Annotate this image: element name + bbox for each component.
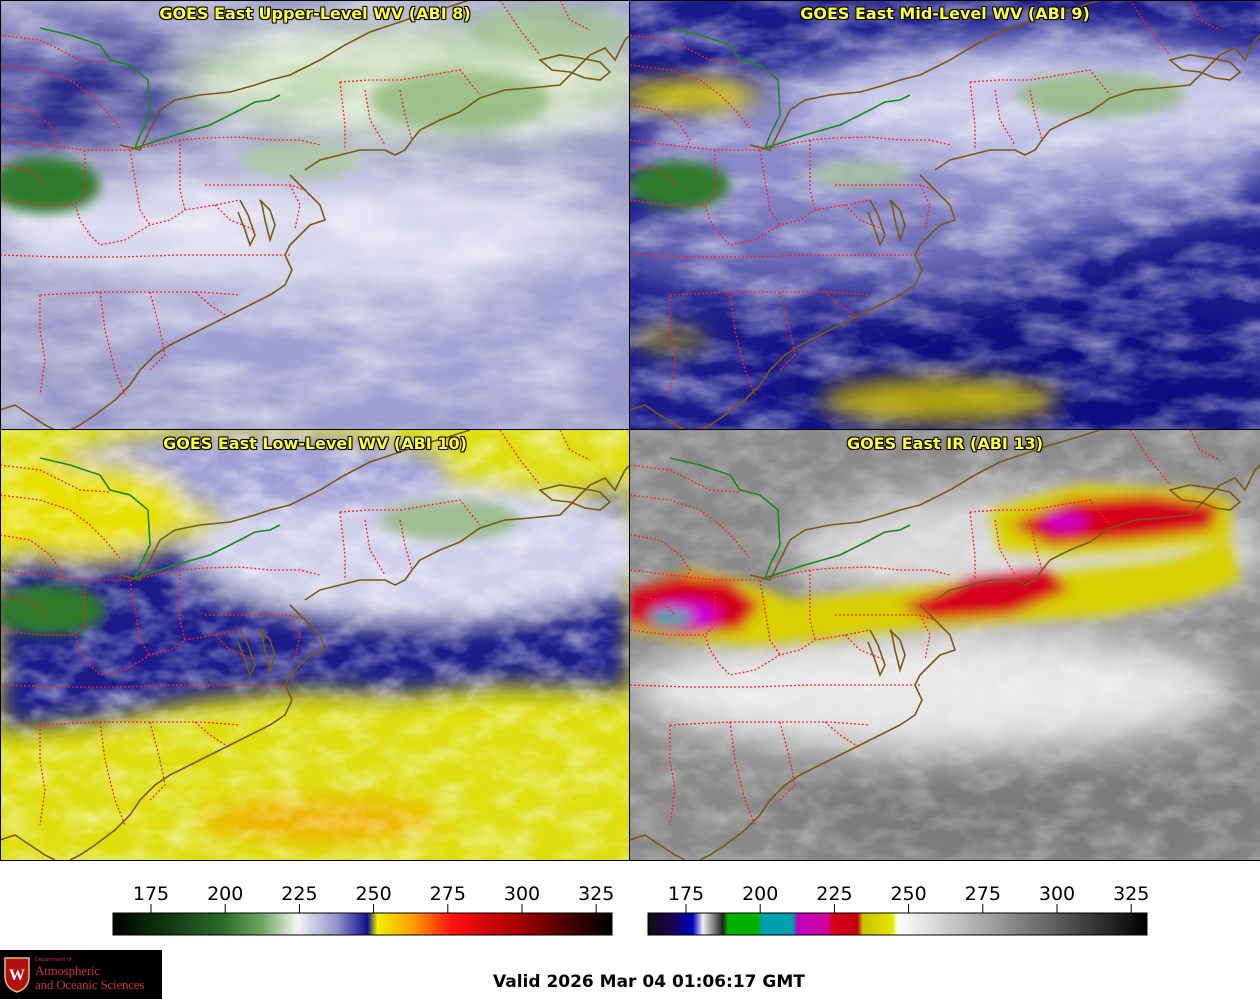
colorbar-tick-label: 325 bbox=[578, 883, 614, 905]
svg-text:W: W bbox=[9, 967, 25, 984]
wv-colorbar-gradient bbox=[112, 912, 613, 936]
valid-time: Valid 2026 Mar 04 01:06:17 GMT bbox=[493, 972, 805, 992]
panel-low-level-wv: GOES East Low-Level WV (ABI 10) bbox=[0, 430, 630, 860]
colorbar-tick-label: 275 bbox=[965, 883, 1001, 905]
colorbar-tick-label: 275 bbox=[430, 883, 466, 905]
aos-logo: W Department of Atmospheric and Oceanic … bbox=[0, 950, 162, 999]
colorbar-tick-label: 250 bbox=[355, 883, 391, 905]
logo-line-3: and Oceanic Sciences bbox=[35, 977, 145, 992]
panel-title: GOES East Mid-Level WV (ABI 9) bbox=[800, 4, 1090, 23]
logo-line-2: Atmospheric bbox=[35, 963, 100, 978]
panel-title: GOES East IR (ABI 13) bbox=[846, 434, 1044, 453]
colorbar-tick-label: 175 bbox=[133, 883, 169, 905]
ir-image bbox=[630, 430, 1260, 860]
ir-colorbar-gradient bbox=[647, 912, 1148, 936]
panel-divider-vertical bbox=[629, 0, 630, 860]
panel-title: GOES East Low-Level WV (ABI 10) bbox=[163, 434, 467, 453]
colorbar-tick-label: 225 bbox=[281, 883, 317, 905]
colorbar-tick-label: 200 bbox=[742, 883, 778, 905]
low-level-wv-image bbox=[0, 430, 630, 860]
uw-crest-icon: W bbox=[4, 957, 30, 993]
panel-mid-level-wv: GOES East Mid-Level WV (ABI 9) bbox=[630, 0, 1260, 430]
colorbar-tick-label: 175 bbox=[668, 883, 704, 905]
ir-colorbar: 175 200 225 250 275 300 325 bbox=[635, 876, 1160, 941]
logo-line-1: Department of bbox=[35, 957, 72, 963]
panel-title: GOES East Upper-Level WV (ABI 8) bbox=[159, 4, 471, 23]
colorbar-tick-label: 225 bbox=[816, 883, 852, 905]
colorbar-tick-label: 300 bbox=[504, 883, 540, 905]
mid-level-wv-image bbox=[630, 0, 1260, 430]
panel-upper-level-wv: GOES East Upper-Level WV (ABI 8) bbox=[0, 0, 630, 430]
colorbar-tick-label: 300 bbox=[1039, 883, 1075, 905]
panel-divider-horizontal bbox=[0, 429, 1260, 430]
colorbar-tick-label: 325 bbox=[1113, 883, 1149, 905]
panel-ir: GOES East IR (ABI 13) bbox=[630, 430, 1260, 860]
colorbar-tick-label: 200 bbox=[207, 883, 243, 905]
wv-colorbar: 175 200 225 250 275 300 325 bbox=[100, 876, 625, 941]
upper-level-wv-image bbox=[0, 0, 630, 430]
colorbar-tick-label: 250 bbox=[890, 883, 926, 905]
